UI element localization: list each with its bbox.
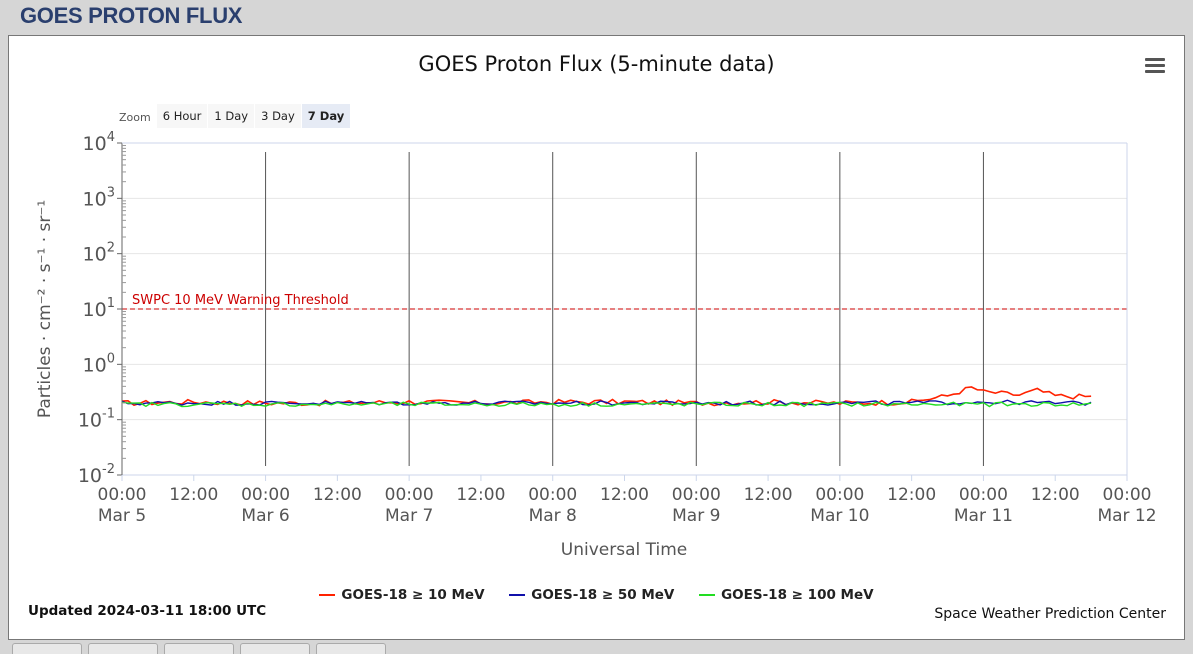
legend-label-50mev: GOES-18 ≥ 50 MeV (531, 587, 674, 603)
legend-item-50mev[interactable]: GOES-18 ≥ 50 MeV (509, 587, 674, 603)
legend-item-100mev[interactable]: GOES-18 ≥ 100 MeV (699, 587, 874, 603)
zoom-1-day-button[interactable]: 1 Day (208, 104, 254, 128)
zoom-3-day-button[interactable]: 3 Day (255, 104, 301, 128)
chart-menu-icon[interactable] (1145, 58, 1165, 76)
updated-timestamp: Updated 2024-03-11 18:00 UTC (28, 603, 266, 619)
zoom-7-day-button[interactable]: 7 Day (302, 104, 350, 128)
legend-swatch-50mev (509, 594, 525, 596)
bottom-tabs (12, 643, 392, 654)
page-header-title: GOES PROTON FLUX (20, 3, 242, 29)
zoom-6-hour-button[interactable]: 6 Hour (157, 104, 208, 128)
bottom-tab[interactable] (316, 643, 386, 654)
chart-legend: GOES-18 ≥ 10 MeV GOES-18 ≥ 50 MeV GOES-1… (0, 584, 1193, 603)
bottom-tab[interactable] (164, 643, 234, 654)
bottom-tab[interactable] (240, 643, 310, 654)
legend-label-10mev: GOES-18 ≥ 10 MeV (341, 587, 484, 603)
zoom-label: Zoom (119, 108, 151, 124)
legend-item-10mev[interactable]: GOES-18 ≥ 10 MeV (319, 587, 484, 603)
bottom-tab[interactable] (88, 643, 158, 654)
legend-swatch-10mev (319, 594, 335, 596)
credit-label: Space Weather Prediction Center (934, 606, 1166, 622)
bottom-tab[interactable] (12, 643, 82, 654)
chart-title: GOES Proton Flux (5-minute data) (0, 52, 1193, 76)
legend-swatch-100mev (699, 594, 715, 596)
legend-label-100mev: GOES-18 ≥ 100 MeV (721, 587, 874, 603)
page-header: GOES PROTON FLUX (0, 0, 1193, 34)
zoom-bar: Zoom 6 Hour 1 Day 3 Day 7 Day (119, 104, 351, 128)
